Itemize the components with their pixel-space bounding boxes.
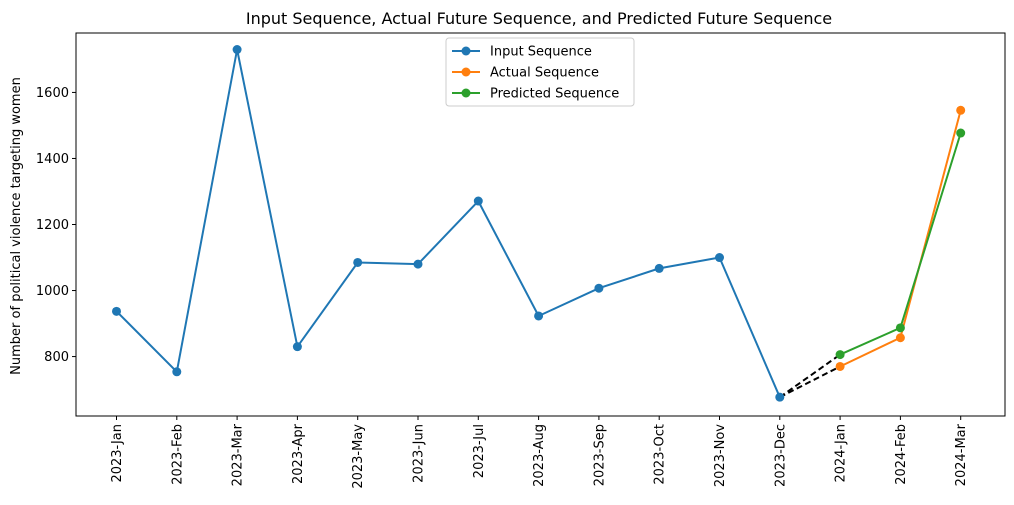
dashed-connectors xyxy=(779,353,841,399)
legend-box xyxy=(445,37,635,107)
actual-sequence-point xyxy=(835,361,845,371)
input-sequence-point xyxy=(534,311,544,321)
input-sequence-point xyxy=(775,392,785,402)
x-tick-label: 2023-Apr xyxy=(291,423,306,484)
y-tick-label: 800 xyxy=(44,350,69,365)
input-sequence-point xyxy=(654,263,664,273)
actual-sequence-point xyxy=(895,333,905,343)
input-sequence-point xyxy=(473,196,483,206)
connector-line xyxy=(779,353,841,398)
input-sequence-point xyxy=(353,257,363,267)
x-tick-label: 2023-May xyxy=(351,424,366,489)
y-tick-label: 1600 xyxy=(36,86,69,101)
x-tick-label: 2023-Sep xyxy=(592,424,607,486)
predicted-sequence-point xyxy=(895,323,905,333)
x-tick-label: 2024-Mar xyxy=(954,423,969,486)
x-tick-label: 2023-Jul xyxy=(472,424,487,478)
legend-actual-sequence-marker xyxy=(461,67,471,77)
y-tick-label: 1200 xyxy=(36,218,69,233)
actual-sequence-point xyxy=(956,105,966,115)
predicted-sequence-point xyxy=(956,128,966,138)
predicted-sequence-point xyxy=(835,350,845,360)
input-sequence-point xyxy=(715,253,724,263)
legend-input-sequence-label: Input Sequence xyxy=(490,45,592,60)
x-tick-label: 2023-Dec xyxy=(773,424,788,487)
input-sequence-point xyxy=(413,259,423,269)
x-tick-label: 2023-Oct xyxy=(653,424,668,485)
x-tick-label: 2023-Jun xyxy=(412,424,427,483)
legend-input-sequence-marker xyxy=(461,46,471,56)
legend: Input Sequence Actual Sequence Predicted S… xyxy=(445,37,635,107)
x-tick-label: 2023-Feb xyxy=(170,424,185,485)
legend-predicted-sequence-label: Predicted Sequence xyxy=(490,87,619,102)
input-sequence-line xyxy=(115,49,781,398)
x-tick-label: 2024-Jan xyxy=(834,424,849,483)
y-tick-label: 1400 xyxy=(36,152,69,167)
connector-line xyxy=(779,365,841,399)
chart-title: Input Sequence, Actual Future Sequence, … xyxy=(246,9,832,28)
x-tick-label: 2023-Aug xyxy=(532,424,547,487)
input-sequence-point xyxy=(594,283,604,293)
x-tick-label: 2023-Jan xyxy=(110,424,125,483)
x-tick-label: 2023-Nov xyxy=(713,424,728,487)
y-axis-ticks: 800 1000 1200 1400 1600 xyxy=(36,86,76,365)
legend-actual-sequence-label: Actual Sequence xyxy=(490,66,599,81)
input-sequence-point xyxy=(292,342,302,352)
x-axis-ticks: 2023-Jan 2023-Feb 2023-Mar 2023-Apr 2023-May… xyxy=(110,416,969,489)
x-tick-label: 2023-Mar xyxy=(231,423,246,486)
y-axis-label: Number of political violence targeting w… xyxy=(9,77,24,375)
x-tick-label: 2024-Feb xyxy=(894,424,909,485)
legend-predicted-sequence-marker xyxy=(461,88,471,98)
y-tick-label: 1000 xyxy=(36,284,69,299)
series-layer xyxy=(112,45,966,402)
input-sequence-point xyxy=(232,45,242,55)
input-sequence-point xyxy=(172,367,182,377)
input-sequence-point xyxy=(112,306,121,316)
